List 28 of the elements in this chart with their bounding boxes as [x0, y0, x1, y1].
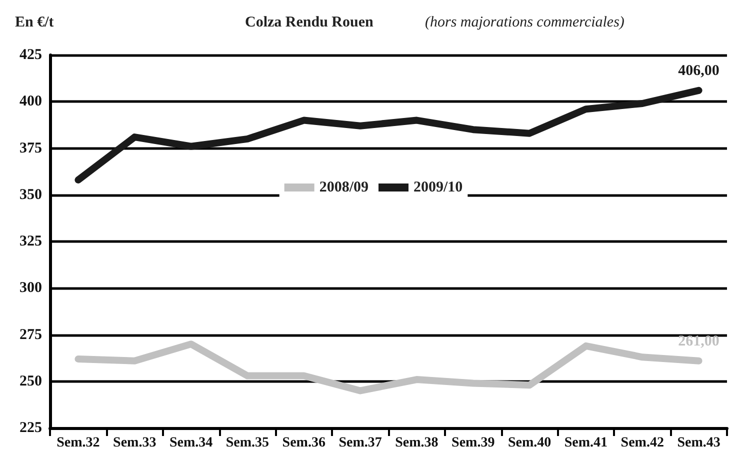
- x-tick-label: Sem.32: [56, 436, 100, 450]
- data-label: 406,00: [678, 62, 720, 79]
- x-tick-label: Sem.36: [282, 436, 326, 450]
- x-tick-label: Sem.33: [113, 436, 156, 450]
- y-tick-label: 350: [20, 186, 42, 203]
- y-axis-title: En €/t: [15, 14, 54, 30]
- x-tick-label: Sem.37: [338, 436, 382, 450]
- x-tick-label: Sem.43: [677, 436, 720, 450]
- y-tick-label: 425: [20, 47, 42, 63]
- x-tick-label: Sem.42: [620, 436, 664, 450]
- chart-subtitle: (hors majorations commerciales): [425, 14, 624, 30]
- x-tick-label: Sem.39: [452, 436, 495, 450]
- y-tick-label: 275: [20, 326, 42, 343]
- x-tick-label: Sem.34: [169, 436, 213, 450]
- y-tick-label: 325: [20, 234, 42, 250]
- y-tick-label: 400: [20, 94, 42, 110]
- x-tick-label: Sem.35: [226, 436, 270, 450]
- y-tick-label: 250: [20, 373, 42, 390]
- y-tick-label: 225: [20, 420, 42, 436]
- x-tick-label: Sem.41: [564, 436, 608, 450]
- x-tick-label: Sem.38: [395, 436, 438, 450]
- x-tick-label: Sem.40: [508, 436, 552, 450]
- data-label: 261,00: [678, 333, 720, 350]
- legend-label: 2009/10: [414, 180, 463, 196]
- y-tick-label: 375: [20, 140, 42, 156]
- legend-label: 2008/09: [319, 180, 369, 196]
- chart-title: Colza Rendu Rouen: [245, 14, 374, 30]
- y-tick-label: 300: [20, 280, 42, 296]
